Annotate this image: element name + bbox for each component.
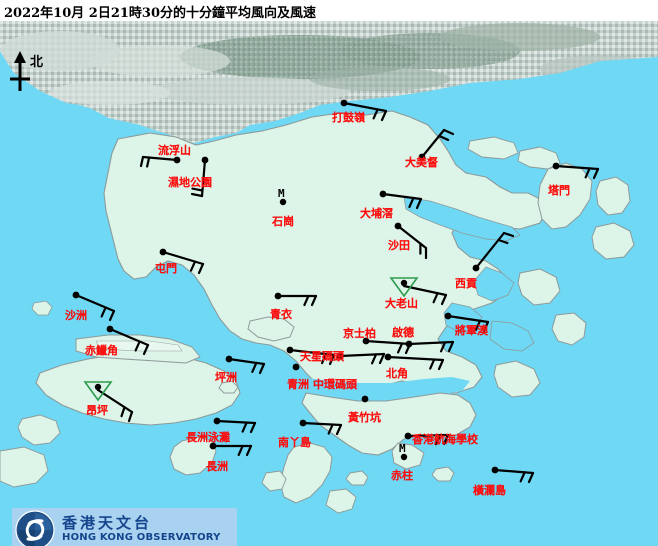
stations-layer: [72, 99, 600, 484]
station-label: 屯門: [155, 262, 177, 275]
station-marker[interactable]: [491, 466, 535, 484]
station-label: 香港航海學校: [412, 433, 478, 446]
station-marker[interactable]: [379, 190, 423, 210]
station-marker[interactable]: [552, 162, 600, 180]
station-marker[interactable]: [279, 198, 287, 206]
station-label: 長洲泳灘: [186, 431, 230, 444]
station-label: 沙洲: [65, 309, 87, 322]
station-marker[interactable]: [404, 432, 450, 446]
map-graphics: [0, 21, 658, 546]
page-title: 2022年10月 2日21時30分的十分鐘平均風向及風速: [4, 6, 317, 21]
station-marker[interactable]: [405, 340, 455, 353]
lamma-island: [279, 442, 333, 504]
new-territories-landmass: [103, 110, 547, 398]
station-marker[interactable]: [389, 277, 448, 306]
southern-islet-a: [345, 470, 369, 486]
sai-kung-east-island-2: [551, 312, 587, 346]
station-marker[interactable]: [139, 155, 181, 168]
southwest-islet-2: [0, 446, 49, 488]
station-label: 中環碼頭: [313, 378, 357, 391]
victoria-harbour: [300, 377, 470, 399]
station-marker[interactable]: [83, 381, 134, 423]
northeast-island-2: [591, 222, 635, 260]
station-label: 濕地公園: [168, 176, 212, 189]
hko-logo-en: HONG KONG OBSERVATORY: [62, 532, 221, 543]
station-marker[interactable]: [400, 453, 408, 461]
starling-inlet-area: [467, 136, 519, 160]
station-label: 流浮山: [158, 144, 191, 157]
tsing-yi-island: [247, 316, 295, 342]
station-marker[interactable]: [299, 419, 343, 436]
station-label: 大老山: [385, 297, 418, 310]
station-marker[interactable]: [418, 128, 455, 161]
map-canvas[interactable]: 流浮山濕地公園 打鼓嶺大美督塔門大埔滘石崗 M 沙田西貢 屯門沙洲赤鱲角昂坪 大老山青衣坪…: [0, 21, 658, 546]
sha-chau-islet: [31, 300, 53, 316]
clear-water-bay-peninsula: [493, 360, 541, 398]
station-marker[interactable]: [72, 291, 116, 322]
southwest-lantau-islet: [17, 414, 61, 446]
station-label: 將軍澳: [455, 324, 488, 337]
station-marker[interactable]: [209, 442, 253, 457]
station-label: 大美督: [405, 156, 438, 169]
station-marker[interactable]: [472, 231, 515, 272]
northeast-island: [595, 176, 631, 216]
junk-bay-inlet: [489, 320, 535, 352]
station-marker[interactable]: [159, 248, 205, 275]
missing-data-marker: M: [278, 187, 285, 200]
station-marker[interactable]: [361, 395, 369, 403]
stanley-peninsula: [391, 442, 425, 470]
station-label: 天星碼頭: [300, 350, 344, 363]
station-label: 塔門: [548, 184, 570, 197]
station-marker[interactable]: [274, 292, 318, 307]
station-label: 昂坪: [86, 404, 108, 417]
station-marker[interactable]: [384, 353, 445, 371]
hko-swirl-logo-icon: [15, 509, 55, 546]
peng-chau-island: [218, 380, 239, 394]
station-marker[interactable]: [394, 222, 428, 260]
po-toi-islet: [431, 466, 455, 482]
station-marker[interactable]: [336, 352, 386, 365]
station-label: 大埔滘: [360, 207, 393, 220]
station-marker[interactable]: [444, 312, 490, 333]
lamma-west-lobe: [261, 470, 287, 492]
sai-kung-east-island: [517, 268, 561, 306]
cheung-chau-island: [169, 436, 217, 476]
station-label: 黃竹坑: [348, 411, 381, 424]
station-label: 沙田: [388, 239, 410, 252]
station-label: 石崗: [272, 215, 294, 228]
station-label: 啟德: [392, 326, 414, 339]
southern-islet-b: [325, 488, 357, 514]
hko-logo-zh: 香港天文台: [62, 514, 153, 532]
hko-logo: 香港天文台 HONG KONG OBSERVATORY: [12, 508, 237, 546]
deep-bay-water: [8, 73, 110, 139]
station-label: 青衣: [270, 308, 292, 321]
station-label: 赤柱: [391, 469, 413, 482]
airport-runway-area: [95, 340, 183, 352]
station-label: 南丫島: [278, 436, 311, 449]
station-marker[interactable]: [225, 355, 266, 375]
station-label: 京士柏: [343, 327, 376, 340]
station-marker[interactable]: [213, 417, 257, 434]
station-label: 西貢: [455, 277, 477, 290]
station-marker[interactable]: [292, 363, 300, 371]
station-label: 長洲: [206, 460, 228, 473]
station-marker[interactable]: [190, 156, 209, 198]
station-label: 打鼓嶺: [332, 111, 365, 124]
station-marker[interactable]: [106, 325, 150, 356]
tolo-harbour: [403, 196, 521, 242]
station-marker[interactable]: [340, 99, 388, 122]
missing-data-marker: M: [399, 442, 406, 455]
station-label: 青洲: [287, 378, 309, 391]
north-arrow-icon: 北: [6, 49, 52, 95]
north-label: 北: [30, 55, 44, 70]
station-label: 坪洲: [215, 371, 237, 384]
station-label: 橫瀾島: [473, 484, 506, 497]
station-marker[interactable]: [286, 346, 336, 366]
station-label: 北角: [386, 367, 408, 380]
sai-kung-inlet: [473, 266, 515, 302]
station-label: 赤鱲角: [85, 344, 118, 357]
